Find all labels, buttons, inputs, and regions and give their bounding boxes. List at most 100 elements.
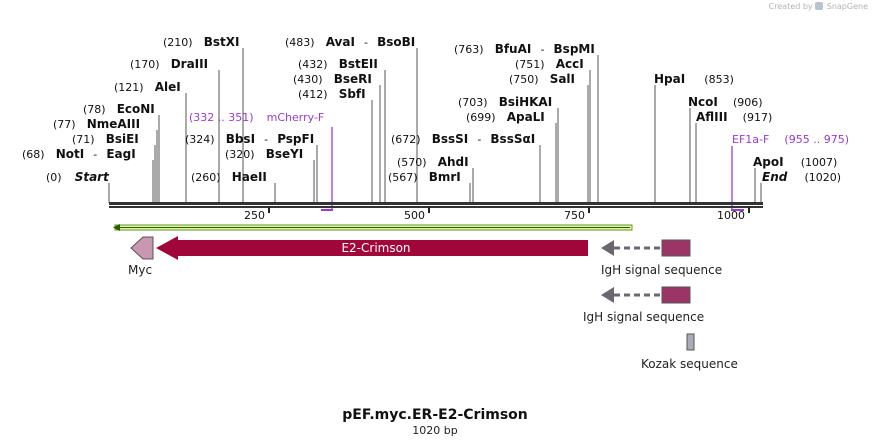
enzyme-bfuai-alt: BspMI — [554, 42, 595, 56]
enzyme-ncoi-pos: (906) — [733, 96, 763, 109]
igh-1-box — [661, 239, 691, 257]
enzyme-bstxi[interactable]: (210) BstXI — [163, 31, 239, 50]
enzyme-sbfi-name: SbfI — [339, 87, 366, 101]
enzyme-bsiei-pos: (71) — [72, 133, 95, 146]
enzyme-ahdi[interactable]: (570) AhdI — [397, 151, 469, 170]
igh-1-arrowhead-icon — [601, 240, 614, 256]
enzyme-bfuai[interactable]: (763) BfuAI - BspMI — [454, 38, 595, 57]
enzyme-bbsi[interactable]: (324) BbsI - PspFI — [185, 128, 314, 147]
enzyme-nmeaiii-name: NmeAIII — [87, 117, 140, 131]
enzyme-sali-name: SalI — [550, 72, 575, 86]
feature-e2-crimson[interactable]: E2-Crimson — [156, 236, 588, 260]
enzyme-end-pos: (1020) — [804, 171, 841, 184]
enzyme-bsiei[interactable]: (71) BsiEI — [72, 128, 139, 147]
feature-kozak[interactable] — [686, 333, 695, 351]
backbone-top-strand — [109, 202, 763, 205]
sequence-backbone — [109, 202, 763, 208]
enzyme-draiii-name: DraIII — [171, 57, 208, 71]
enzyme-acci[interactable]: (751) AccI — [515, 53, 584, 72]
enzyme-ahdi-pos: (570) — [397, 156, 427, 169]
enzyme-acci-pos: (751) — [515, 58, 545, 71]
enzyme-bseri-pos: (430) — [293, 73, 323, 86]
enzyme-bmri-pos: (567) — [388, 171, 418, 184]
enzyme-start[interactable]: (0) Start — [46, 166, 110, 185]
enzyme-bseyi-name: BseYI — [266, 147, 304, 161]
enzyme-bseri[interactable]: (430) BseRI — [293, 68, 372, 87]
enzyme-draiii[interactable]: (170) DraIII — [130, 53, 208, 72]
enzyme-ncoi[interactable]: NcoI (906) — [688, 91, 763, 110]
enzyme-bfuai-pos: (763) — [454, 43, 484, 56]
enzyme-avai-pos: (483) — [285, 36, 315, 49]
backbone-bottom-strand — [109, 206, 763, 208]
primer-ef1a-f-range: (955 .. 975) — [784, 133, 849, 146]
enzyme-bbsi-sep: - — [264, 133, 268, 146]
enzyme-alei[interactable]: (121) AleI — [114, 76, 181, 95]
primer-ef1a-f-name: EF1a-F — [732, 133, 769, 146]
enzyme-nmeaiii[interactable]: (77) NmeAIII — [53, 113, 140, 132]
primer-mcherry-f[interactable] — [321, 127, 333, 211]
enzyme-alei-pos: (121) — [114, 81, 144, 94]
enzyme-haeii-pos: (260) — [191, 171, 221, 184]
feature-myc[interactable] — [130, 236, 154, 260]
enzyme-noti-name: NotI — [56, 147, 85, 161]
enzyme-bmri[interactable]: (567) BmrI — [388, 166, 461, 185]
enzyme-apoi-name: ApoI — [753, 155, 784, 169]
map-title: pEF.myc.ER-E2-Crimson — [342, 407, 528, 423]
enzyme-apali[interactable]: (699) ApaLI — [466, 106, 545, 125]
primer-ef1a-f[interactable] — [731, 146, 744, 211]
primer-ef1a-f-label[interactable]: EF1a-F (955 .. 975) — [732, 128, 849, 147]
enzyme-noti-alt: EagI — [106, 147, 135, 161]
enzyme-apali-pos: (699) — [466, 111, 496, 124]
enzyme-haeii-name: HaeII — [232, 170, 267, 184]
orf-arrow[interactable] — [113, 224, 633, 231]
enzyme-bseyi[interactable]: (320) BseYI — [225, 143, 303, 162]
enzyme-noti-pos: (68) — [22, 148, 45, 161]
enzyme-bbsi-pos: (324) — [185, 133, 215, 146]
myc-arrow — [130, 236, 154, 260]
snapgene-logo-icon — [815, 2, 824, 10]
enzyme-sbfi-pos: (412) — [298, 88, 328, 101]
enzyme-apoi[interactable]: ApoI (1007) — [753, 151, 837, 170]
feature-igh-signal-1[interactable] — [601, 239, 691, 257]
igh-2-label: IgH signal sequence — [583, 310, 704, 324]
enzyme-apali-name: ApaLI — [507, 110, 545, 124]
enzyme-afliii[interactable]: AflIII (917) — [696, 106, 772, 125]
enzyme-noti[interactable]: (68) NotI - EagI — [22, 143, 136, 162]
enzyme-bsteii[interactable]: (432) BstEII — [298, 53, 378, 72]
map-subtitle: 1020 bp — [412, 424, 457, 437]
enzyme-bsssi[interactable]: (672) BssSI - BssSαI — [391, 128, 535, 147]
enzyme-acci-name: AccI — [556, 57, 584, 71]
enzyme-avai[interactable]: (483) AvaI - BsoBI — [285, 31, 415, 50]
credit-brand: SnapGene — [826, 2, 868, 11]
cut-lines — [108, 48, 762, 203]
ticks — [268, 207, 750, 213]
primer-mcherry-f-label[interactable]: (332 .. 351) mCherry-F — [189, 106, 324, 125]
enzyme-sali[interactable]: (750) SalI — [509, 68, 575, 87]
enzyme-bsihkai-name: BsiHKAI — [499, 95, 553, 109]
enzyme-sbfi[interactable]: (412) SbfI — [298, 83, 366, 102]
enzyme-bsihkai[interactable]: (703) BsiHKAI — [458, 91, 552, 110]
enzyme-sali-pos: (750) — [509, 73, 539, 86]
primer-mcherry-f-name: mCherry-F — [267, 111, 325, 124]
enzyme-hpai[interactable]: HpaI (853) — [654, 68, 734, 87]
enzyme-econi[interactable]: (78) EcoNI — [83, 98, 155, 117]
enzyme-start-pos: (0) — [46, 171, 62, 184]
kozak-label: Kozak sequence — [641, 357, 738, 371]
enzyme-ahdi-name: AhdI — [438, 155, 469, 169]
enzyme-bseri-name: BseRI — [334, 72, 372, 86]
enzyme-afliii-name: AflIII — [696, 110, 728, 124]
primer-mcherry-f-range: (332 .. 351) — [189, 111, 254, 124]
enzyme-bstxi-name: BstXI — [204, 35, 240, 49]
e2-crimson-arrow — [156, 236, 588, 260]
enzyme-bsssi-alt: BssSαI — [490, 132, 535, 146]
enzyme-bsssi-sep: - — [477, 133, 481, 146]
feature-igh-signal-2[interactable] — [601, 286, 691, 304]
tick-label-750: 750 — [564, 209, 585, 222]
myc-label: Myc — [128, 263, 152, 277]
enzyme-afliii-pos: (917) — [743, 111, 773, 124]
enzyme-haeii[interactable]: (260) HaeII — [191, 166, 267, 185]
enzyme-end[interactable]: End (1020) — [762, 166, 841, 185]
credit: Created by SnapGene — [769, 2, 868, 11]
enzyme-apoi-pos: (1007) — [801, 156, 838, 169]
